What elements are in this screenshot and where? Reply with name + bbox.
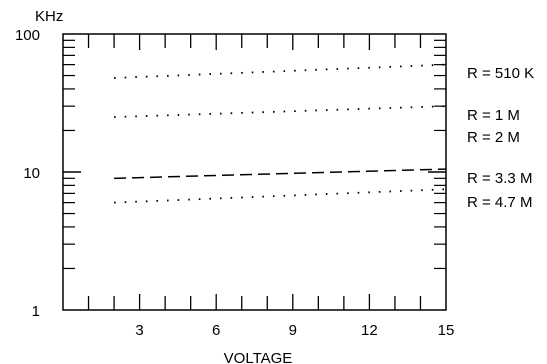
tick-labels: 3 6 9 12 15 1 10 100	[15, 27, 454, 339]
x-axis-label: VOLTAGE	[224, 350, 293, 364]
series-line	[114, 188, 447, 204]
series-label: R = 1 M	[467, 107, 520, 124]
ticks	[63, 34, 446, 310]
x-tick-label: 6	[212, 322, 220, 339]
series-lines	[114, 63, 447, 204]
series-label: R = 3.3 M	[467, 170, 532, 187]
y-axis-label: KHz	[35, 8, 63, 25]
x-tick-label: 3	[135, 322, 143, 339]
y-tick-label: 100	[15, 27, 40, 44]
y-tick-label: 1	[32, 303, 40, 320]
series-label: R = 2 M	[467, 129, 520, 146]
series-label: R = 4.7 M	[467, 194, 532, 211]
plot-frame	[62, 33, 447, 311]
x-tick-label: 12	[361, 322, 378, 339]
series-line	[114, 105, 447, 118]
series-line	[114, 168, 447, 180]
y-tick-label: 10	[23, 165, 40, 182]
x-tick-label: 15	[438, 322, 455, 339]
series-labels: R = 510 K R = 1 M R = 2 M R = 3.3 M R = 4.7 …	[467, 65, 534, 211]
x-tick-label: 9	[289, 322, 297, 339]
series-line	[114, 63, 447, 79]
series-label: R = 510 K	[467, 65, 534, 82]
